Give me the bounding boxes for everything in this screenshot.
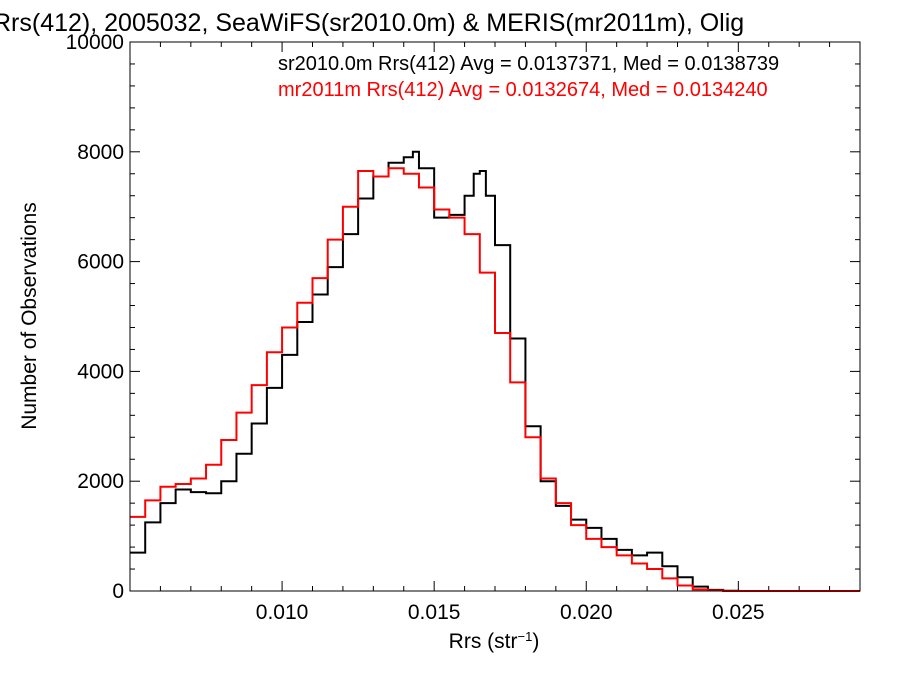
series-line-mr2011m — [130, 167, 860, 592]
chart-title: Rrs(412), 2005032, SeaWiFS(sr2010.0m) & … — [0, 9, 744, 37]
x-tick-label: 0.010 — [256, 601, 309, 624]
axis-ticks: 0.010 0.015 0.020 0.025 0 2000 4000 6000 8000 100… — [66, 31, 861, 624]
series-layer — [130, 150, 860, 592]
y-tick-label: 10000 — [66, 31, 124, 54]
x-tick-label: 0.020 — [560, 601, 613, 624]
x-tick-label: 0.015 — [408, 601, 461, 624]
y-tick-label: 0 — [112, 580, 124, 603]
y-tick-label: 6000 — [77, 251, 124, 274]
series-line-sr2010-0m — [130, 150, 860, 592]
y-tick-label: 2000 — [77, 470, 124, 493]
y-axis-label: Number of Observations — [18, 202, 41, 430]
y-tick-label: 4000 — [77, 360, 124, 383]
x-tick-label: 0.025 — [712, 601, 765, 624]
legend-entry-sr2010: sr2010.0m Rrs(412) Avg = 0.0137371, Med … — [278, 53, 779, 75]
x-axis-label: Rrs (str−1) — [449, 629, 540, 654]
y-tick-label: 8000 — [77, 141, 124, 164]
plot-frame — [129, 41, 861, 592]
legend-entry-mr2011: mr2011m Rrs(412) Avg = 0.0132674, Med = … — [278, 79, 768, 101]
